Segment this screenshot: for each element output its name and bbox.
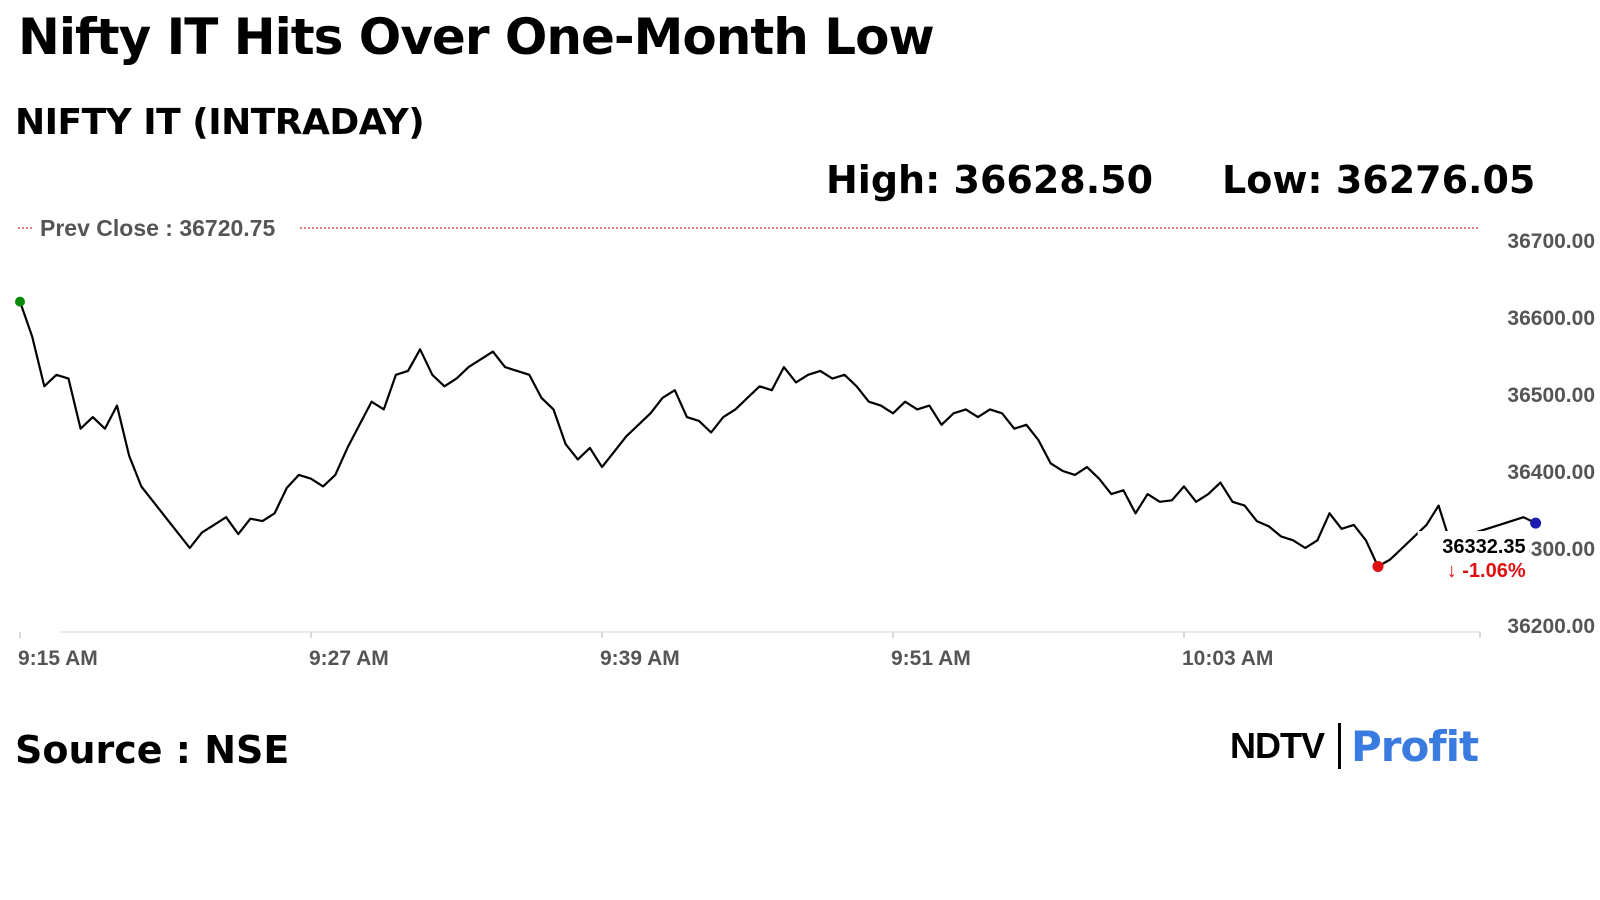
price-line (18, 301, 1537, 568)
source-note: Source : NSE (15, 728, 290, 772)
intraday-line-chart: 36700.0036600.0036500.0036400.0036300.00… (15, 215, 1595, 670)
y-tick-label: 36200.00 (1507, 615, 1595, 638)
brand-logo: NDTV Profit (1230, 718, 1479, 774)
markers (15, 296, 1542, 572)
y-tick-label: 36600.00 (1507, 307, 1595, 330)
x-tick-label: 9:15 AM (18, 647, 98, 670)
labels: Prev Close : 36720.75 36332.35↓ -1.06% (40, 215, 1530, 584)
change-percent-label: ↓ -1.06% (1447, 560, 1526, 582)
x-tick-label: 10:03 AM (1182, 647, 1273, 670)
last-point-marker (1530, 517, 1542, 529)
price-line-series (18, 301, 1537, 568)
y-tick-label: 36700.00 (1507, 230, 1595, 253)
brand-divider (1338, 723, 1341, 769)
low-point-marker (1372, 560, 1384, 572)
brand-ndtv-wordmark: NDTV (1230, 725, 1325, 766)
y-tick-label: 36400.00 (1507, 461, 1595, 484)
last-value-label: 36332.35 (1442, 536, 1525, 558)
headline: Nifty IT Hits Over One-Month Low (18, 8, 935, 66)
high-value: High: 36628.50 (826, 158, 1154, 202)
low-value: Low: 36276.05 (1222, 158, 1536, 202)
prev-close-label: Prev Close : 36720.75 (40, 215, 275, 241)
y-tick-label: 36500.00 (1507, 384, 1595, 407)
brand-profit-wordmark: Profit (1351, 721, 1479, 771)
x-tick-label: 9:51 AM (891, 647, 971, 670)
chart-subtitle: NIFTY IT (INTRADAY) (15, 102, 425, 143)
last-value-label-bg (1417, 531, 1530, 584)
x-tick-label: 9:27 AM (309, 647, 389, 670)
x-tick-label: 9:39 AM (600, 647, 680, 670)
start-point-marker (15, 296, 25, 307)
axes: 36700.0036600.0036500.0036400.0036300.00… (18, 227, 1595, 670)
